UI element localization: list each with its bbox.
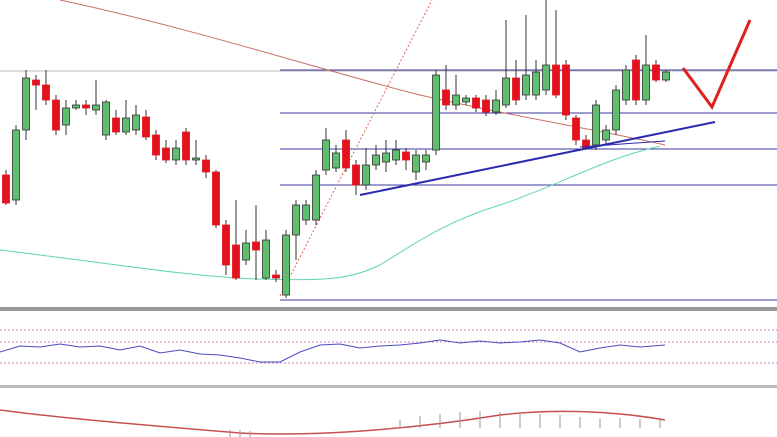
candle-body [72,104,80,109]
candle-body [512,77,520,101]
candle-body [52,99,60,131]
macd-line [0,409,666,435]
panel-separator [0,307,777,311]
candle-body [32,79,40,86]
candle-body [402,151,410,161]
candle-body [182,131,190,161]
candle-body [492,99,500,113]
panel-separator [0,385,777,388]
candle-body [382,152,390,163]
candle-body [202,159,210,173]
candle-body [522,74,530,96]
candle-body [112,117,120,133]
moving-average [59,0,666,146]
candle-body [392,149,400,161]
candle-body [342,139,350,169]
moving-average [0,145,661,281]
candle-body [262,239,270,279]
candle-body [662,71,670,81]
candle-body [302,204,310,221]
candle-body [102,101,110,136]
candle-body [142,116,150,138]
candle-body [272,274,280,279]
candle-body [462,97,470,103]
candle-body [12,129,20,201]
candle-body [22,77,30,131]
rsi-line [0,339,666,363]
trend-line [579,140,666,148]
candle-body [312,174,320,221]
candle-body [452,94,460,106]
candle-body [602,129,610,141]
candle-body [352,164,360,186]
candle-body [642,64,650,101]
arrow [681,19,752,110]
candle-body [422,154,430,163]
candle-body [412,154,420,173]
candle-body [442,89,450,106]
candle-body [82,104,90,109]
candle-body [162,147,170,161]
candle-body [562,64,570,116]
candle-body [652,64,660,81]
candle-body [42,84,50,101]
candle-body [502,77,510,106]
candle-body [592,104,600,146]
candles [2,0,670,298]
candle-body [572,117,580,141]
fib-line [279,0,433,297]
candle-body [192,157,200,161]
candle-body [472,97,480,109]
trend-line [359,121,716,196]
macd-bars [229,411,661,437]
candle-body [332,152,340,169]
candle-body [432,74,440,151]
candle-body [612,89,620,131]
candle-body [222,224,230,266]
candle-body [252,241,260,251]
candle-body [482,99,490,113]
candle-body [622,69,630,101]
candle-body [552,64,560,96]
candle-body [322,139,330,171]
candle-body [632,59,640,101]
candle-body [152,134,160,156]
candle-body [92,104,100,111]
candle-body [62,107,70,126]
candle-body [282,234,290,296]
candle-body [122,117,130,133]
candle-body [242,242,250,261]
candle-body [232,244,240,279]
candle-body [292,204,300,236]
candle-body [2,174,10,204]
candle-body [132,114,140,131]
candle-body [172,147,180,161]
candle-body [542,64,550,91]
candle-body [362,164,370,186]
candle-body [212,171,220,226]
candle-body [372,154,380,166]
candle-body [532,71,540,96]
